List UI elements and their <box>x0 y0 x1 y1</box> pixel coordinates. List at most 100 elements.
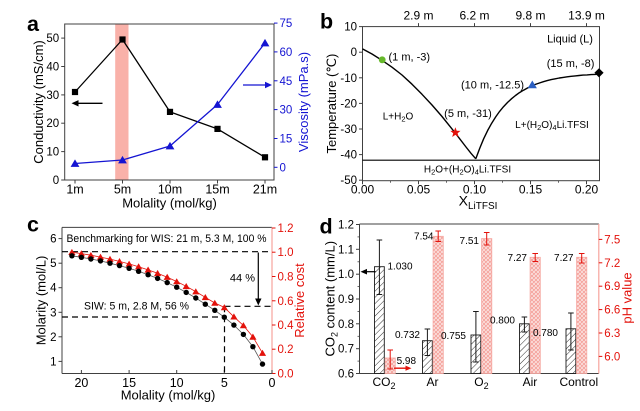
svg-text:H2O+(H2O)4Li.TFSI: H2O+(H2O)4Li.TFSI <box>424 165 511 177</box>
svg-text:6.3: 6.3 <box>604 328 620 340</box>
svg-text:(15 m, -8): (15 m, -8) <box>547 58 595 70</box>
svg-text:SIW: 5 m, 2.8 M, 56 %: SIW: 5 m, 2.8 M, 56 % <box>84 301 189 313</box>
svg-text:10m: 10m <box>158 183 182 197</box>
svg-text:L+H2O: L+H2O <box>383 112 414 124</box>
svg-text:2: 2 <box>50 332 56 344</box>
svg-text:45: 45 <box>280 76 293 88</box>
svg-text:pH value: pH value <box>620 272 635 323</box>
svg-text:0.732: 0.732 <box>395 330 420 341</box>
svg-text:-20: -20 <box>340 98 357 110</box>
svg-text:0.7: 0.7 <box>338 344 354 356</box>
svg-text:Temperature (℃): Temperature (℃) <box>324 54 339 154</box>
svg-text:0.15: 0.15 <box>519 183 543 197</box>
svg-text:6.2 m: 6.2 m <box>459 9 489 23</box>
svg-text:-40: -40 <box>340 150 357 162</box>
svg-text:2.9 m: 2.9 m <box>403 9 433 23</box>
svg-text:Air: Air <box>523 375 538 389</box>
svg-text:(1 m, -3): (1 m, -3) <box>389 52 431 64</box>
svg-text:CO2 content (mm/L): CO2 content (mm/L) <box>323 241 340 357</box>
svg-text:0.800: 0.800 <box>490 316 515 327</box>
svg-text:0: 0 <box>280 162 286 174</box>
svg-text:c: c <box>27 213 39 237</box>
svg-text:0.20: 0.20 <box>575 183 599 197</box>
svg-text:-30: -30 <box>340 124 357 136</box>
svg-text:50: 50 <box>46 33 59 45</box>
svg-text:44 %: 44 % <box>230 273 255 285</box>
svg-text:20: 20 <box>74 376 88 390</box>
svg-text:0.755: 0.755 <box>441 331 466 342</box>
svg-text:0.9: 0.9 <box>338 294 354 306</box>
svg-text:15m: 15m <box>205 183 229 197</box>
svg-text:b: b <box>320 10 333 34</box>
svg-text:Molality (mol/kg): Molality (mol/kg) <box>122 196 217 211</box>
svg-text:5m: 5m <box>114 183 131 197</box>
svg-text:7.27: 7.27 <box>508 253 528 264</box>
svg-text:(10 m, -12.5): (10 m, -12.5) <box>461 80 524 92</box>
svg-text:1: 1 <box>50 356 56 368</box>
svg-text:Control: Control <box>559 375 598 389</box>
svg-text:10: 10 <box>344 22 357 34</box>
svg-text:L+(H2O)4Li.TFSI: L+(H2O)4Li.TFSI <box>515 120 589 132</box>
svg-text:30: 30 <box>280 105 293 117</box>
svg-text:Conductivity (mS/cm): Conductivity (mS/cm) <box>31 40 46 164</box>
svg-text:7.27: 7.27 <box>554 253 574 264</box>
svg-text:7.51: 7.51 <box>460 236 480 247</box>
svg-text:21m: 21m <box>253 183 277 197</box>
svg-text:0.8: 0.8 <box>278 272 294 284</box>
svg-text:15: 15 <box>280 134 293 146</box>
svg-text:Relative cost: Relative cost <box>292 263 307 338</box>
svg-text:6.6: 6.6 <box>604 305 620 317</box>
svg-text:a: a <box>27 12 40 36</box>
svg-text:0.2: 0.2 <box>278 344 294 356</box>
svg-text:40: 40 <box>46 62 59 74</box>
svg-text:0.10: 0.10 <box>463 183 487 197</box>
svg-text:0: 0 <box>351 47 357 59</box>
svg-text:5: 5 <box>50 258 56 270</box>
svg-text:-10: -10 <box>340 73 357 85</box>
svg-text:Benchmarking for WIS: 21 m, 5.: Benchmarking for WIS: 21 m, 5.3 M, 100 % <box>67 233 267 245</box>
svg-text:1.0: 1.0 <box>338 269 354 281</box>
svg-text:-50: -50 <box>340 175 357 187</box>
svg-text:0.00: 0.00 <box>351 183 375 197</box>
svg-text:60: 60 <box>280 47 293 59</box>
svg-text:d: d <box>320 215 333 239</box>
svg-text:7.54: 7.54 <box>414 232 434 243</box>
svg-text:15: 15 <box>122 376 136 390</box>
svg-text:5.98: 5.98 <box>397 356 417 367</box>
svg-text:0.8: 0.8 <box>338 319 354 331</box>
svg-text:6: 6 <box>50 234 56 246</box>
svg-text:30: 30 <box>46 90 59 102</box>
svg-text:0: 0 <box>53 175 59 187</box>
svg-text:0.6: 0.6 <box>338 369 354 381</box>
svg-text:75: 75 <box>280 18 293 30</box>
svg-text:10: 10 <box>170 376 184 390</box>
svg-text:Liquid (L): Liquid (L) <box>547 34 593 46</box>
svg-text:CO2: CO2 <box>372 375 395 391</box>
svg-text:6.9: 6.9 <box>604 281 620 293</box>
svg-text:1.0: 1.0 <box>278 247 294 259</box>
svg-text:0.6: 0.6 <box>278 296 294 308</box>
svg-text:6.0: 6.0 <box>604 351 620 363</box>
svg-text:4: 4 <box>50 283 57 295</box>
svg-text:5: 5 <box>221 376 228 390</box>
svg-text:0.780: 0.780 <box>533 328 558 339</box>
svg-text:20: 20 <box>46 118 59 130</box>
svg-text:1m: 1m <box>66 183 83 197</box>
svg-text:Viscosity (mPa.s): Viscosity (mPa.s) <box>296 52 311 152</box>
svg-text:1.2: 1.2 <box>278 223 294 235</box>
svg-text:Molarity (mol/L): Molarity (mol/L) <box>34 256 49 346</box>
svg-text:Ar: Ar <box>427 375 439 389</box>
svg-text:(5 m, -31): (5 m, -31) <box>444 108 492 120</box>
svg-text:0.05: 0.05 <box>407 183 431 197</box>
svg-text:7.5: 7.5 <box>604 234 620 246</box>
svg-text:0.4: 0.4 <box>278 320 295 332</box>
svg-text:13.9 m: 13.9 m <box>568 9 605 23</box>
svg-text:1.030: 1.030 <box>388 262 413 273</box>
svg-text:0.0: 0.0 <box>278 369 294 381</box>
svg-text:1.1: 1.1 <box>338 244 354 256</box>
svg-text:Molality (mol/kg): Molality (mol/kg) <box>121 388 216 403</box>
svg-text:0: 0 <box>269 376 276 390</box>
svg-text:3: 3 <box>50 307 56 319</box>
svg-text:1.2: 1.2 <box>338 220 354 232</box>
svg-text:10: 10 <box>46 147 59 159</box>
